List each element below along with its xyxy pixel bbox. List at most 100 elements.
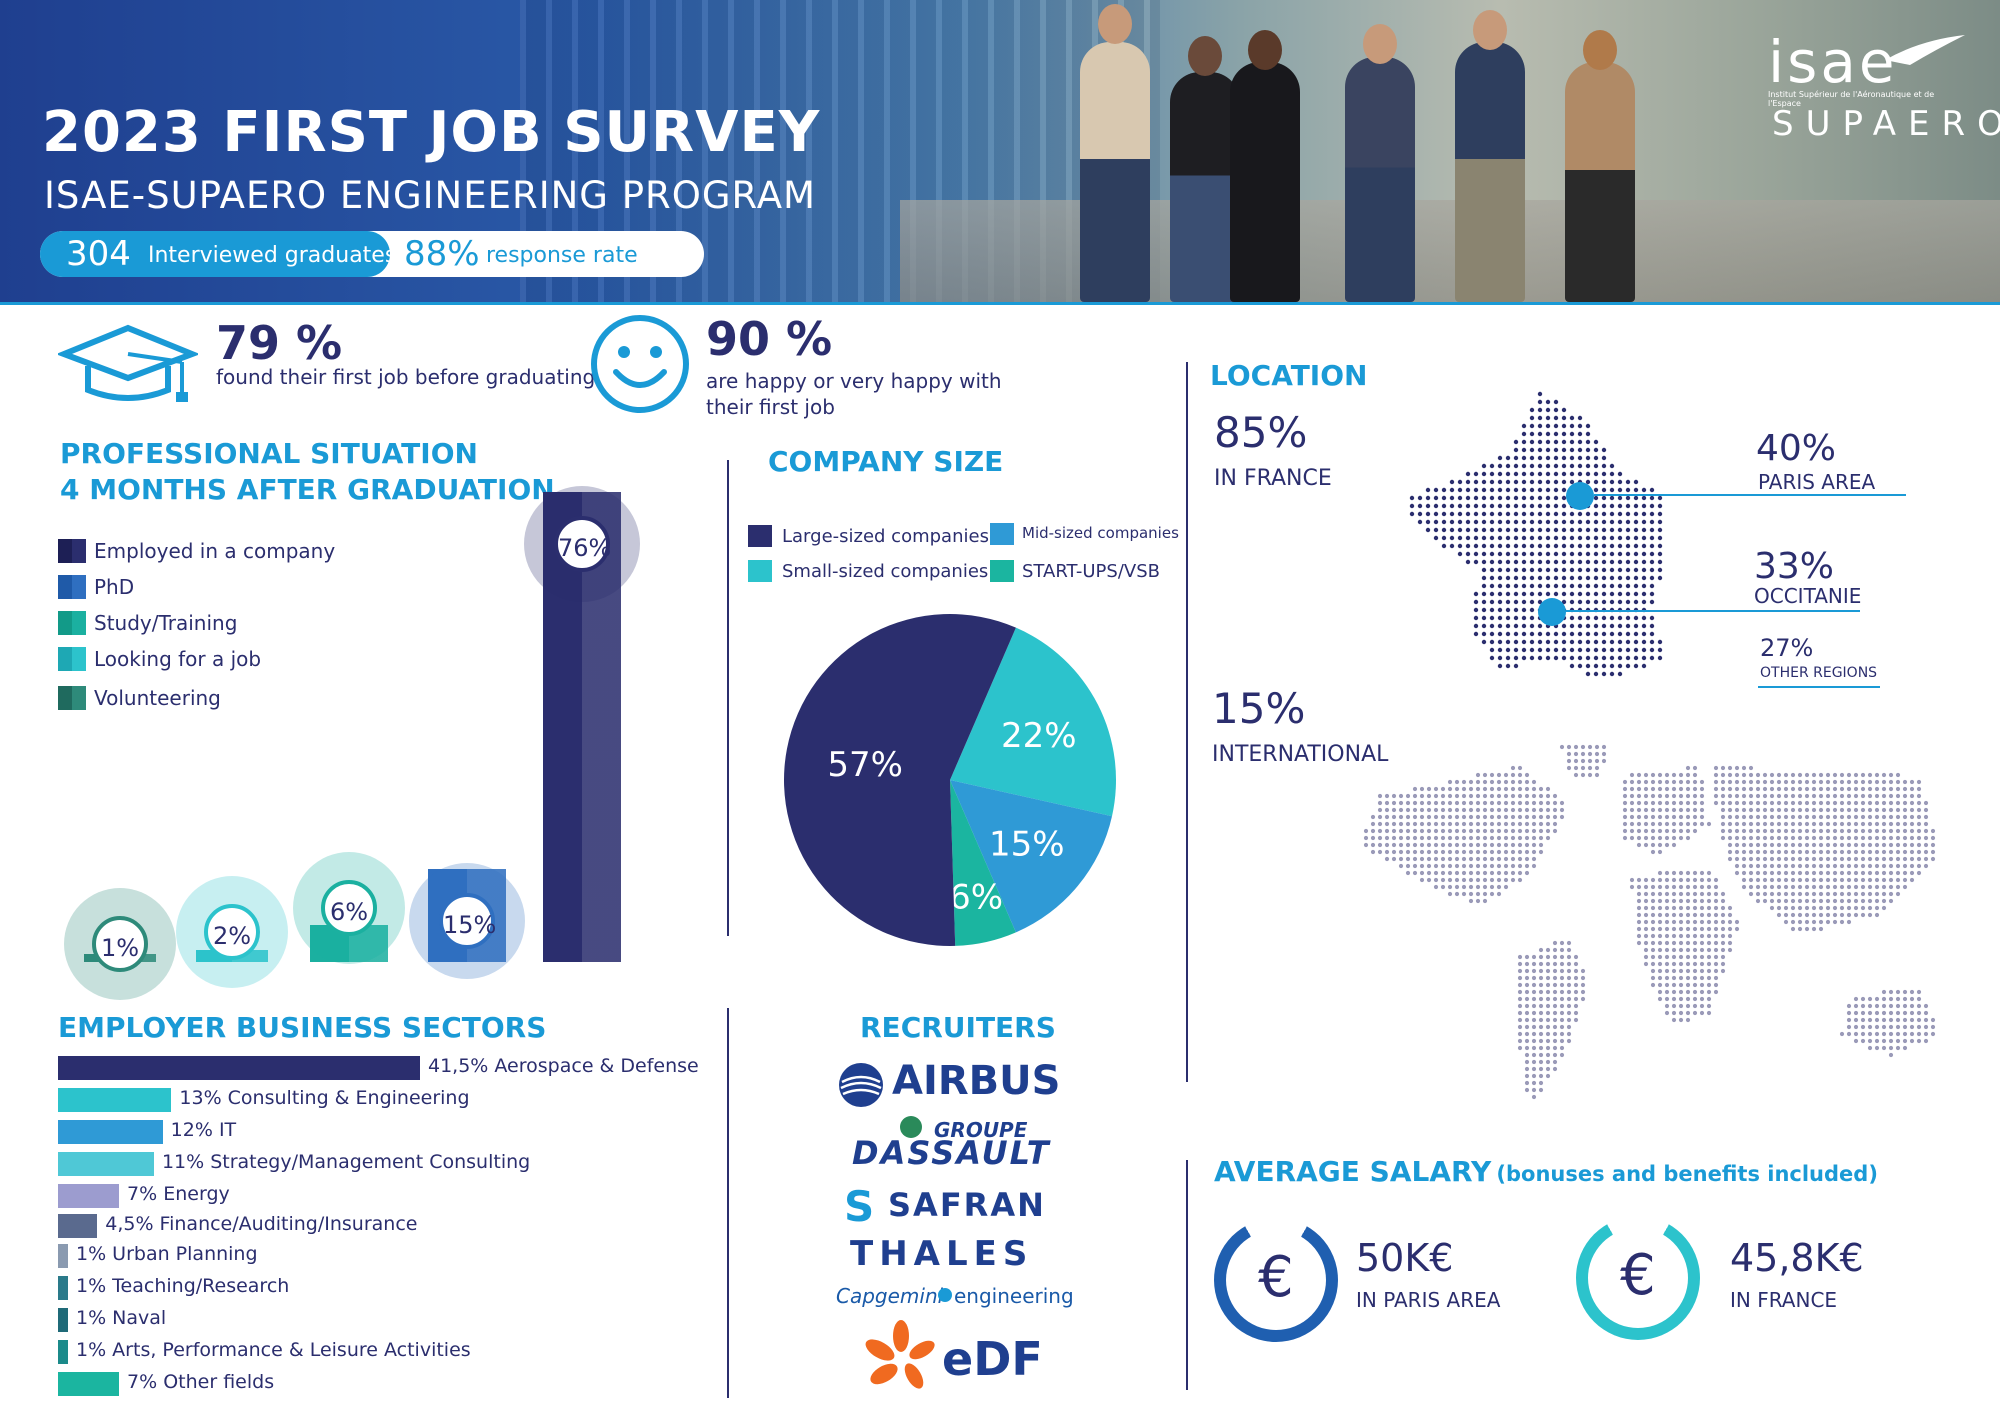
salary-heading-group: AVERAGE SALARY (bonuses and benefits inc… [1214, 1154, 1878, 1190]
divider-vertical [727, 1008, 729, 1398]
paris-leader-line [1594, 494, 1906, 496]
safran-logo: SAFRAN [888, 1186, 1046, 1224]
happy-label: are happy or very happy with their first… [706, 369, 1002, 419]
occitanie-pct: 33% [1754, 546, 1835, 587]
divider-vertical [1186, 362, 1188, 1082]
euro-icon: € [1588, 1228, 1688, 1328]
salary-heading-note: (bonuses and benefits included) [1496, 1162, 1878, 1186]
legend-label: PhD [94, 575, 135, 599]
sector-bar [58, 1308, 68, 1332]
photo-person [1080, 42, 1150, 302]
sector-bar [58, 1056, 420, 1080]
legend-swatch [58, 539, 86, 563]
paris-marker-dot [1566, 482, 1594, 510]
international-pct: 15% [1212, 684, 1306, 733]
airbus-logo: AIRBUS [892, 1058, 1061, 1104]
photo-person-head [1188, 36, 1222, 76]
international-label: INTERNATIONAL [1212, 742, 1389, 767]
sector-bar [58, 1088, 172, 1112]
pie-slice-label: 57% [827, 745, 903, 785]
sectors-heading: EMPLOYER BUSINESS SECTORS [58, 1011, 547, 1044]
pie-slice [784, 614, 1016, 946]
paris-label: PARIS AREA [1758, 470, 1876, 494]
sector-label: 1% Teaching/Research [76, 1275, 290, 1297]
dassault-logo-top: GROUPE [934, 1118, 1028, 1142]
paris-salary-value: 50K€ [1356, 1236, 1454, 1280]
walkway-photo [900, 200, 2000, 302]
location-heading: LOCATION [1210, 359, 1368, 392]
sector-bar [58, 1276, 68, 1300]
pie-slice-label: 6% [949, 878, 1003, 918]
situation-value-label: 15% [439, 893, 496, 950]
plane-logo-icon [1885, 35, 1965, 65]
other-regions-label: OTHER REGIONS [1760, 665, 1878, 681]
pie-slice [950, 780, 1113, 933]
other-regions-pct: 27% [1760, 634, 1814, 662]
graduation-cap-icon [58, 324, 198, 402]
photo-person [1170, 72, 1240, 302]
photo-person [1230, 62, 1300, 302]
pie-slice-label: 15% [989, 824, 1065, 864]
safran-s-icon: S [844, 1182, 875, 1231]
photo-person-head [1473, 10, 1507, 50]
pie-slice [950, 780, 1016, 946]
photo-person [1565, 62, 1635, 302]
page-title: 2023 FIRST JOB SURVEY [42, 100, 821, 165]
recruiters-heading: RECRUITERS [860, 1011, 1056, 1044]
legend-small: Small-sized companies [782, 561, 989, 582]
situation-value-label: 2% [204, 904, 260, 960]
response-rate-value: 88% [404, 234, 480, 274]
dassault-logo: DASSAULT [852, 1134, 1051, 1172]
survey-stats-pill: 304 Interviewed graduates 88% response r… [40, 231, 704, 277]
france-salary-value: 45,8K€ [1730, 1236, 1864, 1280]
logo-tagline: Institut Supérieur de l'Aéronautique et … [1768, 90, 1935, 108]
sector-label: 41,5% Aerospace & Defense [428, 1055, 699, 1077]
sector-label: 11% Strategy/Management Consulting [161, 1151, 531, 1173]
sector-label: 1% Naval [76, 1307, 167, 1329]
photo-person-head [1583, 30, 1617, 70]
thales-logo: THALES [850, 1234, 1034, 1274]
airbus-logo-icon [839, 1063, 883, 1107]
company-size-heading: COMPANY SIZE [768, 445, 1004, 478]
photo-person [1345, 57, 1415, 302]
legend-mid: Mid-sized companies [1022, 524, 1179, 542]
sector-bar [58, 1184, 120, 1208]
sector-label: 1% Urban Planning [76, 1243, 258, 1265]
legend-swatch [58, 686, 86, 710]
occitanie-label: OCCITANIE [1754, 584, 1862, 608]
salary-heading: AVERAGE SALARY [1214, 1155, 1492, 1188]
sector-label: 1% Arts, Performance & Leisure Activitie… [76, 1339, 471, 1361]
situation-value-label: 76% [554, 516, 611, 572]
sector-bar [58, 1214, 98, 1238]
supaero-logo: SUPAERO [1772, 104, 2000, 144]
world-dot-map [1363, 744, 1936, 1100]
other-regions-underline [1758, 686, 1880, 688]
divider-vertical [727, 460, 729, 936]
legend-label: Volunteering [94, 686, 221, 710]
legend-label: Looking for a job [94, 647, 262, 671]
photo-person-head [1098, 4, 1132, 44]
sector-label: 4,5% Finance/Auditing/Insurance [105, 1213, 418, 1235]
sectors-bar-chart: 41,5% Aerospace & Defense 13% Consulting … [0, 0, 699, 1396]
legend-swatch-small [748, 560, 772, 582]
pie-slice [950, 627, 1116, 817]
paris-salary-label: IN PARIS AREA [1356, 1288, 1501, 1312]
photo-person-head [1248, 30, 1282, 70]
capgemini-spade-icon [938, 1288, 952, 1302]
sector-label: 7% Energy [127, 1183, 230, 1205]
legend-swatch [58, 575, 86, 599]
legend-swatch [58, 611, 86, 635]
legend-large: Large-sized companies [782, 526, 989, 547]
situation-value-label: 1% [92, 916, 148, 972]
legend-swatch-startups [990, 560, 1014, 582]
smiley-face-icon [591, 315, 689, 413]
legend-swatch [58, 647, 86, 671]
france-salary-label: IN FRANCE [1730, 1288, 1838, 1312]
photo-person-head [1363, 24, 1397, 64]
happy-pct: 90 % [706, 312, 833, 366]
capgemini-logo: Capgemini [836, 1284, 944, 1308]
edf-logo: eDF [942, 1332, 1043, 1386]
graduates-pill [40, 231, 390, 277]
prof-situation-heading-2: 4 MONTHS AFTER GRADUATION [60, 473, 555, 506]
legend-swatch-large [748, 525, 772, 547]
